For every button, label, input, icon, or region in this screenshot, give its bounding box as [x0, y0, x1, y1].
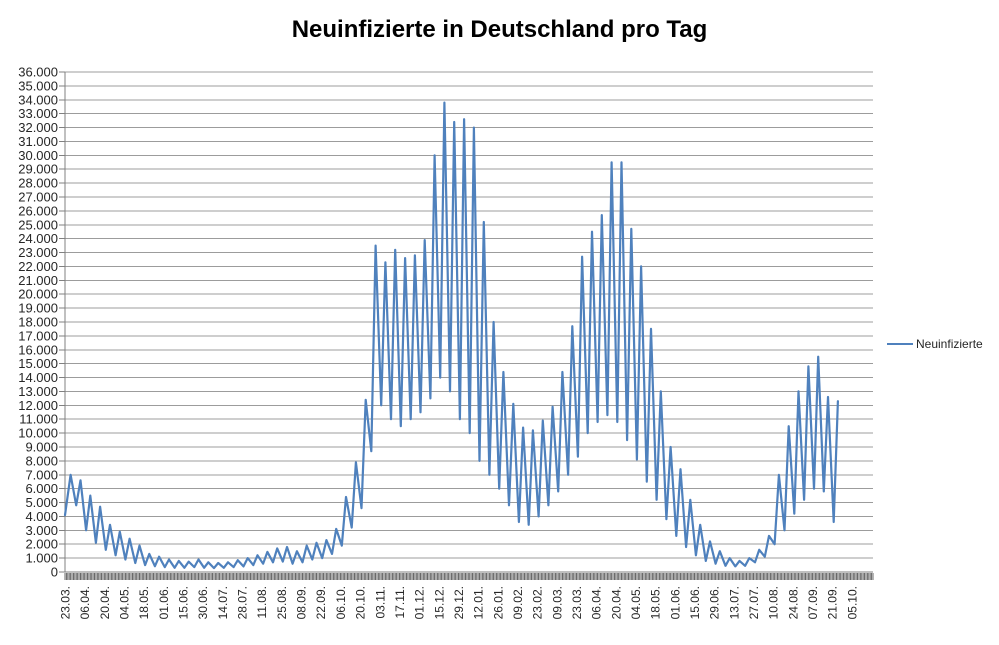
svg-text:4.000: 4.000: [25, 509, 58, 524]
svg-text:23.03.: 23.03.: [59, 586, 73, 619]
svg-text:18.000: 18.000: [18, 315, 58, 330]
svg-text:06.10.: 06.10.: [334, 586, 348, 619]
y-axis-labels: 36.00035.00034.00033.00032.00031.00030.0…: [18, 65, 58, 580]
svg-text:30.06.: 30.06.: [196, 586, 210, 619]
svg-text:29.06.: 29.06.: [708, 586, 722, 619]
svg-text:05.10.: 05.10.: [845, 586, 859, 619]
svg-text:07.09.: 07.09.: [806, 586, 820, 619]
svg-text:36.000: 36.000: [18, 65, 58, 80]
svg-text:14.07.: 14.07.: [216, 586, 230, 619]
svg-text:35.000: 35.000: [18, 78, 58, 93]
svg-text:06.04.: 06.04.: [78, 586, 92, 619]
svg-text:15.06.: 15.06.: [177, 586, 191, 619]
svg-text:04.05.: 04.05.: [629, 586, 643, 619]
svg-text:10.000: 10.000: [18, 426, 58, 441]
svg-text:26.000: 26.000: [18, 203, 58, 218]
svg-text:01.12.: 01.12.: [413, 586, 427, 619]
svg-text:18.05.: 18.05.: [137, 586, 151, 619]
svg-text:34.000: 34.000: [18, 92, 58, 107]
x-axis-daily-tick-band: [64, 573, 874, 580]
svg-text:28.07.: 28.07.: [236, 586, 250, 619]
svg-text:20.000: 20.000: [18, 287, 58, 302]
svg-text:04.05.: 04.05.: [118, 586, 132, 619]
svg-text:23.000: 23.000: [18, 245, 58, 260]
svg-text:26.01.: 26.01.: [491, 586, 505, 619]
svg-text:30.000: 30.000: [18, 148, 58, 163]
svg-text:9.000: 9.000: [25, 440, 58, 455]
svg-text:6.000: 6.000: [25, 481, 58, 496]
svg-text:11.000: 11.000: [19, 412, 58, 427]
svg-text:17.000: 17.000: [18, 328, 58, 343]
data-line-neuinfizierte: [63, 101, 840, 570]
svg-text:29.000: 29.000: [18, 162, 58, 177]
svg-text:3.000: 3.000: [25, 523, 58, 538]
svg-text:13.000: 13.000: [18, 384, 58, 399]
svg-text:25.08.: 25.08.: [275, 586, 289, 619]
svg-text:15.000: 15.000: [18, 356, 58, 371]
svg-text:31.000: 31.000: [18, 134, 58, 149]
svg-text:0: 0: [51, 565, 58, 580]
svg-text:20.10.: 20.10.: [354, 586, 368, 619]
legend: Neuinfizierte: [887, 337, 983, 351]
svg-text:11.08.: 11.08.: [255, 586, 269, 618]
svg-text:24.000: 24.000: [18, 231, 58, 246]
svg-text:20.04.: 20.04.: [609, 586, 623, 619]
svg-text:8.000: 8.000: [25, 453, 58, 468]
svg-text:14.000: 14.000: [18, 370, 58, 385]
svg-text:08.09.: 08.09.: [295, 586, 309, 619]
svg-text:16.000: 16.000: [18, 342, 58, 357]
svg-text:5.000: 5.000: [25, 495, 58, 510]
legend-label: Neuinfizierte: [916, 337, 983, 351]
svg-text:20.04.: 20.04.: [98, 586, 112, 619]
svg-text:1.000: 1.000: [25, 551, 58, 566]
gridlines: [59, 71, 873, 573]
svg-text:17.11.: 17.11.: [393, 586, 407, 618]
svg-text:29.12.: 29.12.: [452, 586, 466, 619]
svg-text:22.09.: 22.09.: [314, 586, 328, 619]
svg-text:32.000: 32.000: [18, 120, 58, 135]
svg-text:12.01.: 12.01.: [472, 586, 486, 619]
svg-text:01.06.: 01.06.: [668, 586, 682, 619]
svg-text:25.000: 25.000: [18, 217, 58, 232]
svg-text:01.06.: 01.06.: [157, 586, 171, 619]
svg-text:23.02.: 23.02.: [531, 586, 545, 619]
svg-text:09.03.: 09.03.: [550, 586, 564, 619]
svg-text:7.000: 7.000: [25, 467, 58, 482]
x-axis-labels: 23.03. 06.04. 20.04. 04.05. 18.05. 01.06. 15.0…: [59, 586, 860, 619]
svg-text:24.08.: 24.08.: [786, 586, 800, 619]
svg-text:09.02.: 09.02.: [511, 586, 525, 619]
svg-text:33.000: 33.000: [18, 106, 58, 121]
svg-text:15.06.: 15.06.: [688, 586, 702, 619]
svg-text:2.000: 2.000: [25, 537, 58, 552]
svg-text:12.000: 12.000: [18, 398, 58, 413]
svg-text:19.000: 19.000: [18, 301, 58, 316]
svg-text:10.08.: 10.08.: [767, 586, 781, 619]
svg-text:06.04.: 06.04.: [590, 586, 604, 619]
svg-text:27.07.: 27.07.: [747, 586, 761, 619]
svg-text:23.03.: 23.03.: [570, 586, 584, 619]
svg-text:03.11.: 03.11.: [373, 586, 387, 618]
svg-text:21.09.: 21.09.: [826, 586, 840, 619]
chart-title: Neuinfizierte in Deutschland pro Tag: [291, 16, 708, 43]
svg-text:27.000: 27.000: [18, 190, 58, 205]
svg-text:22.000: 22.000: [18, 259, 58, 274]
svg-text:28.000: 28.000: [18, 176, 58, 191]
svg-text:18.05.: 18.05.: [649, 586, 663, 619]
svg-text:13.07.: 13.07.: [727, 586, 741, 619]
svg-text:15.12.: 15.12.: [432, 586, 446, 619]
svg-text:21.000: 21.000: [18, 273, 58, 288]
